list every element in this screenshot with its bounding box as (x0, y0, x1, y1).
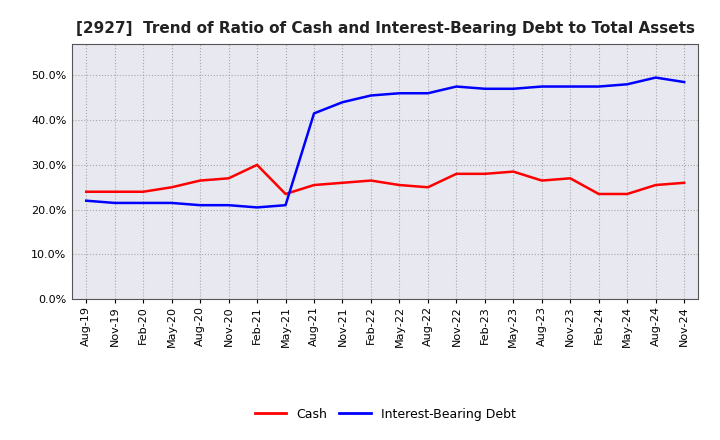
Legend: Cash, Interest-Bearing Debt: Cash, Interest-Bearing Debt (250, 403, 521, 425)
Title: [2927]  Trend of Ratio of Cash and Interest-Bearing Debt to Total Assets: [2927] Trend of Ratio of Cash and Intere… (76, 21, 695, 36)
